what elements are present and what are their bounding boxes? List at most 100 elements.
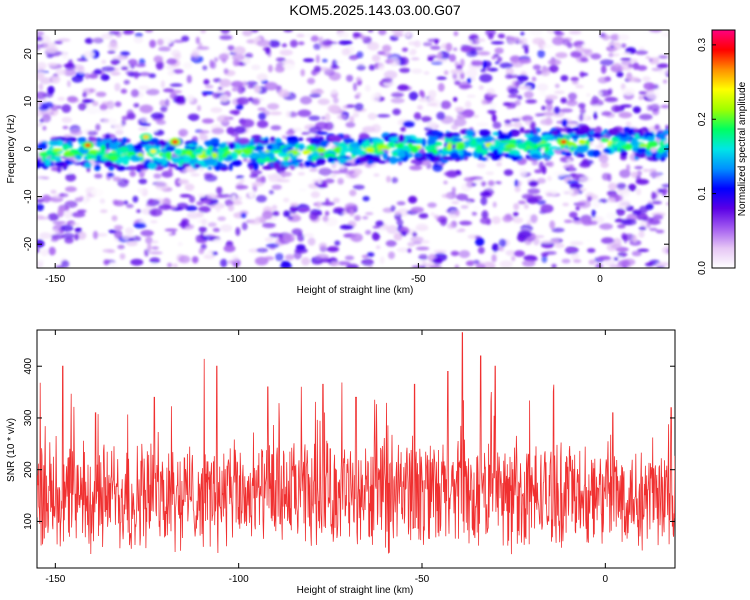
- noise-blob: [581, 42, 595, 50]
- band-blob: [451, 138, 464, 142]
- noise-blob: [111, 215, 118, 222]
- noise-blob: [656, 262, 669, 267]
- colorbar-tick-label: 0.2: [697, 112, 708, 126]
- band-blob: [421, 138, 427, 147]
- noise-blob: [593, 111, 598, 120]
- band-blob: [586, 128, 592, 132]
- noise-blob: [466, 181, 475, 188]
- noise-blob: [39, 232, 52, 240]
- band-blob: [194, 163, 201, 169]
- noise-blob: [196, 46, 210, 50]
- noise-blob: [521, 115, 534, 122]
- noise-blob: [341, 48, 351, 56]
- noise-blob: [549, 220, 556, 230]
- noise-blob: [527, 188, 541, 195]
- noise-blob: [615, 197, 620, 202]
- noise-blob: [529, 30, 543, 36]
- band-blob: [637, 143, 648, 148]
- noise-blob: [265, 46, 271, 55]
- noise-blob: [264, 256, 275, 261]
- noise-blob: [600, 59, 614, 66]
- noise-blob: [525, 120, 531, 126]
- noise-blob: [481, 210, 489, 219]
- noise-blob: [386, 225, 398, 234]
- colorbar-gradient: [711, 29, 736, 269]
- noise-blob: [212, 238, 225, 244]
- noise-blob: [541, 255, 548, 263]
- band-blob: [262, 165, 274, 170]
- noise-blob: [262, 210, 273, 220]
- noise-blob: [499, 62, 513, 69]
- noise-blob: [367, 30, 374, 33]
- noise-blob: [354, 103, 364, 111]
- noise-blob: [604, 259, 616, 267]
- noise-blob: [415, 260, 425, 267]
- noise-blob: [350, 233, 363, 243]
- noise-blob: [62, 125, 69, 130]
- noise-blob: [251, 64, 261, 71]
- band-blob: [625, 128, 631, 134]
- noise-blob: [84, 72, 90, 80]
- noise-blob: [648, 168, 657, 173]
- band-blob: [343, 162, 353, 166]
- noise-blob: [547, 161, 554, 168]
- band-blob: [74, 154, 82, 161]
- band-blob: [302, 149, 312, 155]
- band-blob: [393, 158, 403, 163]
- noise-blob: [150, 112, 164, 120]
- noise-blob: [310, 191, 320, 199]
- band-blob: [458, 149, 464, 156]
- peak-marker: [84, 143, 91, 148]
- noise-blob: [645, 55, 651, 60]
- band-blob: [659, 140, 664, 147]
- noise-blob: [396, 247, 410, 253]
- band-blob: [207, 166, 213, 170]
- noise-blob: [571, 252, 580, 261]
- noise-blob: [130, 258, 144, 266]
- noise-blob: [440, 218, 447, 226]
- noise-blob: [172, 263, 178, 268]
- noise-blob: [635, 188, 642, 196]
- noise-blob: [545, 94, 558, 100]
- noise-blob: [536, 83, 549, 92]
- noise-blob: [507, 37, 521, 41]
- noise-blob: [569, 211, 578, 218]
- y-tick-label: 100: [23, 513, 34, 530]
- noise-blob: [613, 257, 619, 261]
- noise-blob: [282, 63, 295, 71]
- noise-blob: [37, 43, 41, 51]
- noise-blob: [445, 42, 453, 52]
- noise-blob: [337, 178, 344, 185]
- band-blob: [108, 155, 119, 162]
- noise-blob: [71, 75, 84, 83]
- noise-blob: [613, 62, 621, 67]
- noise-blob: [352, 32, 361, 38]
- band-blob: [210, 138, 220, 144]
- noise-blob: [418, 254, 429, 261]
- band-blob: [450, 152, 459, 160]
- noise-blob: [87, 130, 98, 136]
- band-blob: [266, 144, 273, 151]
- noise-blob: [289, 205, 298, 214]
- noise-blob: [608, 52, 614, 58]
- noise-blob: [402, 120, 416, 128]
- noise-blob: [531, 160, 539, 166]
- noise-blob: [573, 259, 582, 263]
- noise-blob: [570, 76, 579, 82]
- colorbar-ticks: 0.0 0.1 0.2 0.3: [697, 37, 716, 275]
- noise-blob: [639, 205, 649, 214]
- noise-blob: [122, 30, 135, 35]
- band-blob: [174, 148, 182, 156]
- noise-blob: [662, 188, 669, 194]
- noise-blob: [60, 224, 74, 232]
- peak-marker: [142, 135, 149, 140]
- noise-blob: [196, 105, 202, 112]
- band-blob: [128, 151, 136, 156]
- noise-blob: [219, 78, 231, 88]
- noise-blob: [86, 107, 100, 115]
- band-blob: [160, 142, 167, 147]
- noise-blob: [654, 176, 664, 180]
- noise-blob: [125, 70, 135, 75]
- noise-blob: [577, 200, 591, 209]
- snr-series-line: [37, 332, 675, 555]
